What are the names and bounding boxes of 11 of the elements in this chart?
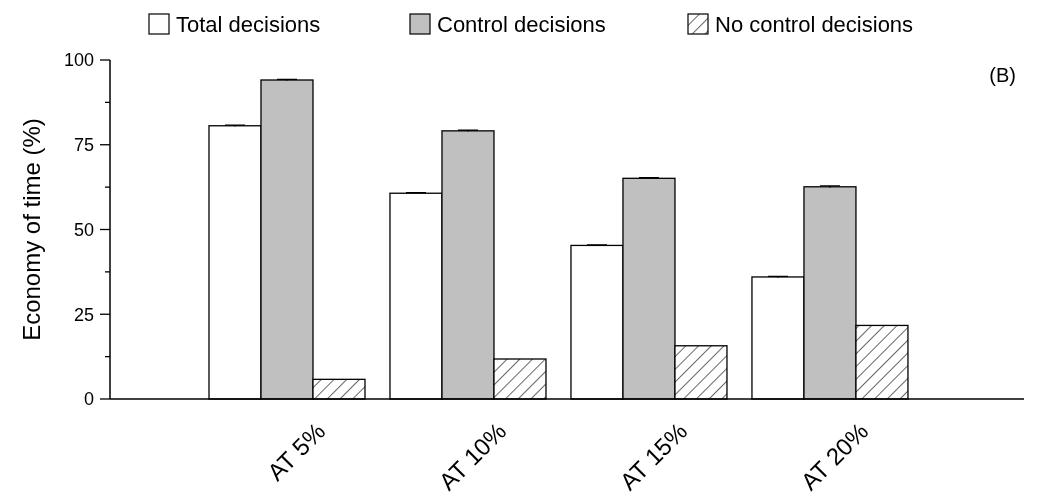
legend-label: Total decisions (176, 11, 321, 37)
x-tick-label: AT 5% (261, 417, 331, 486)
annotation: (B) (989, 64, 1016, 86)
y-tick-label: 50 (73, 219, 94, 240)
y-tick-label: 25 (73, 304, 94, 325)
y-axis-title: Economy of time (%) (18, 118, 45, 341)
y-tick-label: 0 (83, 389, 94, 410)
legend-label: Control decisions (437, 11, 606, 37)
legend-label: No control decisions (715, 11, 914, 37)
y-tick-label: 75 (73, 135, 94, 156)
y-tick-label: 100 (63, 50, 94, 71)
